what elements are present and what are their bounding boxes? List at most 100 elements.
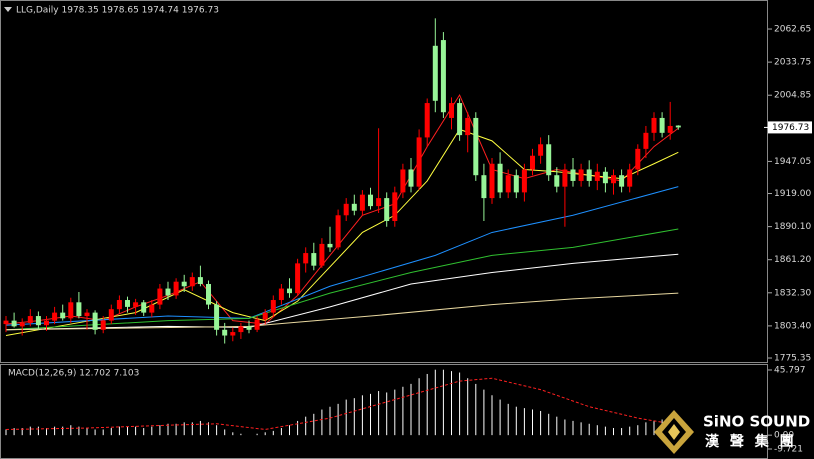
candle-body (222, 329, 228, 336)
candle-body (335, 215, 341, 248)
candle-body (570, 169, 576, 181)
candle-body (546, 144, 552, 176)
candle-body (651, 117, 657, 133)
candle-body (311, 253, 317, 266)
candle-body (84, 312, 90, 317)
y-tick-label: -9.721 (774, 444, 803, 454)
candle-body (133, 302, 139, 307)
y-tick-label: 1947.05 (774, 157, 811, 167)
candle-body (521, 169, 527, 193)
candle-body (440, 40, 446, 113)
panel-title: MACD(12,26,9) 12.702 7.103 (8, 369, 139, 379)
candle-body (116, 300, 122, 310)
candle-body (343, 203, 349, 216)
y-tick-label: 2033.75 (774, 58, 811, 68)
candle-body (262, 312, 268, 320)
candle-body (554, 175, 560, 187)
candle-body (368, 194, 373, 207)
candle-body (157, 288, 163, 305)
candle-body (68, 302, 74, 319)
candle-body (197, 277, 203, 284)
candle-body (392, 192, 398, 222)
candle-body (497, 163, 503, 193)
logo: SiNO SOUND 漢 聲 集 團 (654, 410, 810, 454)
candle-body (408, 169, 414, 187)
candle-body (635, 148, 641, 170)
logo-chinese: 漢 聲 集 團 (705, 433, 797, 450)
candle-body (351, 203, 357, 211)
moving-average (5, 253, 679, 331)
candle-body (327, 243, 333, 248)
candle-body (359, 194, 365, 211)
candle-body (627, 169, 633, 187)
candle-body (530, 155, 535, 170)
candle-body (611, 175, 616, 184)
candle-body (141, 302, 147, 313)
candle-body (254, 319, 260, 330)
candle-body (52, 312, 58, 321)
candle-body (35, 316, 41, 326)
candle-body (11, 320, 17, 327)
candle-body (189, 277, 195, 287)
candle-body (100, 320, 106, 330)
candle-body (675, 125, 681, 128)
candle-body (659, 117, 665, 133)
panel-title: LLG,Daily 1978.35 1978.65 1974.74 1976.7… (16, 6, 219, 16)
candle-body (457, 103, 463, 136)
candle-body (538, 144, 544, 156)
dropdown-icon[interactable] (4, 7, 12, 12)
y-tick-label: 45.797 (774, 365, 806, 375)
candle-body (432, 45, 438, 101)
moving-average (5, 228, 679, 331)
candle-body (44, 320, 49, 326)
y-tick-label: 1832.30 (774, 288, 811, 298)
candle-body (505, 175, 511, 193)
last-price-label: 1976.73 (772, 123, 809, 133)
candle-body (416, 137, 422, 187)
candle-body (19, 322, 25, 327)
logo-core (668, 424, 680, 440)
candle-body (214, 304, 220, 330)
y-tick-label: 0.00 (774, 431, 794, 441)
y-tick-label: 2062.65 (774, 25, 811, 35)
candle-body (3, 320, 9, 325)
candle-body (238, 326, 244, 333)
candle-body (270, 300, 276, 313)
candle-body (465, 117, 471, 136)
candle-body (643, 132, 649, 149)
candle-body (602, 171, 608, 184)
candle-body (667, 125, 673, 133)
candle-body (513, 175, 519, 193)
candle-body (92, 312, 98, 330)
candle-body (149, 304, 155, 313)
candle-body (206, 283, 211, 305)
candle-body (473, 117, 479, 176)
candle-body (278, 288, 284, 301)
candle-body (108, 309, 114, 321)
y-tick-label: 1803.40 (774, 321, 811, 331)
candle-body (125, 300, 130, 307)
candle-body (489, 163, 495, 199)
candle-body (578, 169, 584, 181)
candle-body (619, 175, 625, 187)
signal-line (5, 377, 679, 430)
moving-average (5, 292, 679, 331)
last-price-box (768, 121, 812, 134)
candle-body (246, 326, 252, 330)
candle-body (449, 103, 454, 118)
candle-body (165, 288, 171, 296)
candle-body (586, 169, 592, 181)
candle-body (76, 302, 82, 317)
candle-body (60, 312, 66, 319)
y-tick-label: 1861.20 (774, 255, 811, 265)
candle-body (287, 288, 292, 294)
candle-body (295, 263, 301, 294)
candle-body (424, 103, 430, 138)
candle-body (384, 198, 390, 222)
candle-body (481, 175, 487, 199)
candle-body (303, 253, 309, 264)
candle-body (594, 171, 600, 181)
logo-name: SiNO SOUND (703, 413, 810, 431)
